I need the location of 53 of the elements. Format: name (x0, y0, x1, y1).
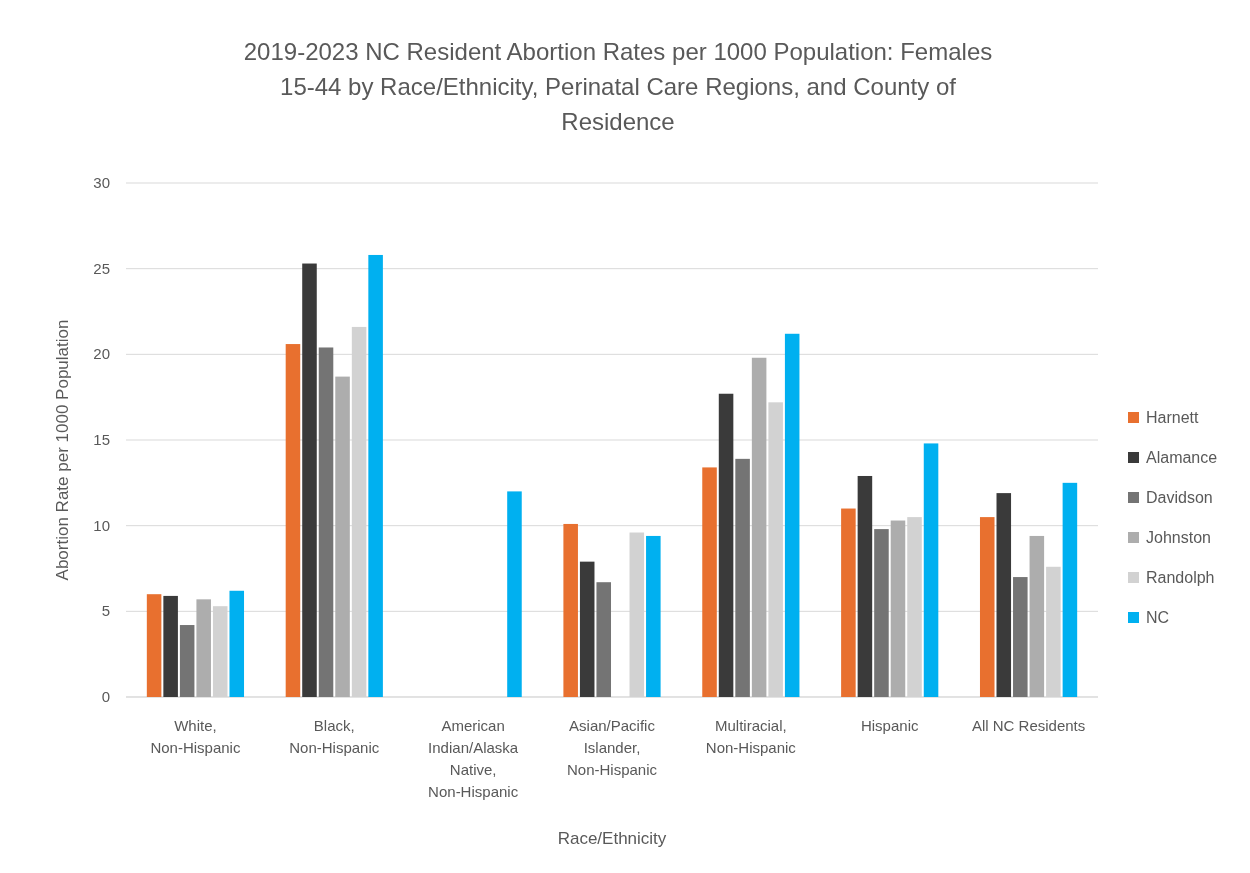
bar (996, 493, 1012, 697)
bar (285, 344, 301, 697)
x-tick-label: Multiracial, Non-Hispanic (705, 717, 797, 756)
bar (923, 443, 939, 697)
bar (735, 458, 750, 697)
bar (302, 263, 317, 697)
bar (890, 520, 906, 697)
legend-label: Harnett (1146, 409, 1200, 426)
bar (596, 582, 612, 697)
y-tick-label: 5 (101, 602, 110, 620)
y-tick-label: 30 (93, 174, 110, 191)
bar (841, 508, 856, 697)
legend-label: Johnston (1146, 529, 1211, 546)
bar (646, 535, 661, 697)
x-tick-label: Hispanic (860, 717, 919, 734)
bar (368, 254, 383, 697)
bar (874, 529, 889, 697)
y-axis-title: Abortion Rate per 1000 Population (53, 319, 72, 581)
x-tick-label: Asian/Pacific Islander, Non-Hispanic (566, 717, 658, 778)
x-tick-label: All NC Residents (971, 717, 1086, 734)
y-tick-label: 0 (101, 688, 110, 705)
y-tick-label: 15 (93, 431, 110, 448)
bar (1013, 577, 1028, 697)
bar (751, 357, 767, 697)
x-tick-label: Black, Non-Hispanic (289, 717, 380, 756)
bar (229, 590, 245, 697)
chart-title: 2019-2023 NC Resident Abortion Rates per 1000 Population: Females 15-44 by Race/Ethnicity, Perinatal Care Regions, and County of Residence (243, 38, 993, 135)
bar (179, 625, 195, 697)
bar (163, 595, 178, 697)
bar (718, 393, 734, 697)
x-tick-label: White, Non-Hispanic (150, 717, 241, 756)
bar (318, 347, 334, 697)
bar (702, 467, 717, 697)
bar (563, 523, 578, 697)
y-tick-label: 10 (93, 516, 110, 534)
x-tick-label: American Indian/Alaska Native, Non-Hispanic (428, 717, 519, 800)
y-tick-label: 25 (93, 259, 110, 277)
bar (1029, 535, 1045, 697)
bar (979, 517, 995, 697)
bar (579, 561, 595, 697)
bar (857, 475, 873, 697)
legend-label: NC (1146, 609, 1170, 626)
legend-label: Randolph (1146, 569, 1215, 586)
x-axis-title: Race/Ethnicity (557, 829, 667, 848)
bar (1062, 482, 1078, 697)
bar (335, 376, 350, 697)
y-tick-label: 20 (93, 345, 110, 363)
bar (507, 491, 522, 697)
bar (784, 333, 800, 697)
legend-label: Alamance (1146, 449, 1218, 466)
bar (146, 594, 162, 697)
bar (196, 599, 211, 697)
legend-label: Davidson (1146, 489, 1213, 506)
